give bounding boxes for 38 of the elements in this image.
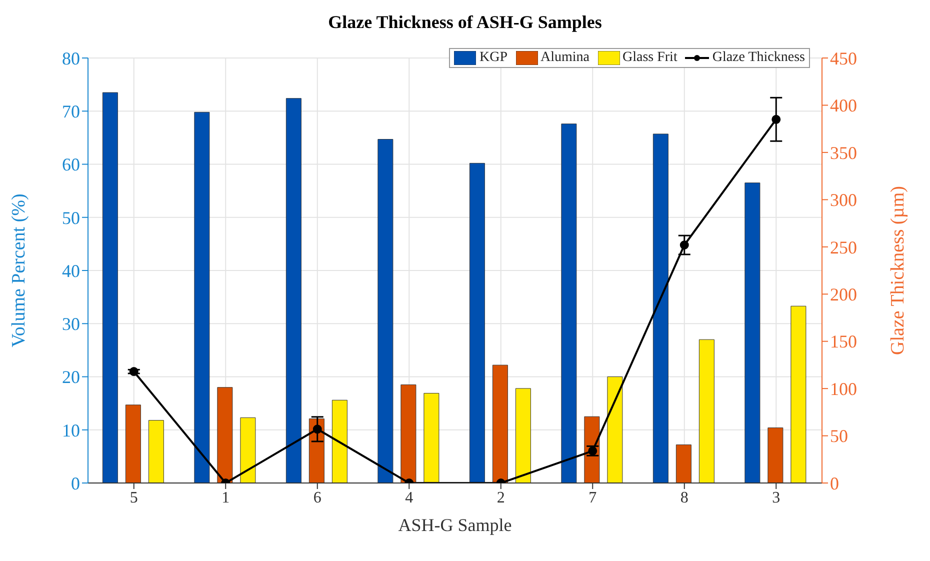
x-tick-label: 1 [222,489,230,506]
y-tick-label: 20 [62,367,80,388]
y2-tick-label: 50 [830,426,848,446]
y-tick-label: 70 [62,102,80,122]
y2-tick-label: 300 [830,190,857,210]
y-tick-label: 80 [62,48,80,68]
x-tick-label: 5 [130,489,138,506]
legend-label: Glass Frit [622,50,678,66]
y2-tick-label: 150 [830,332,857,352]
y-tick-label: 50 [62,208,80,228]
y-tick-label: 30 [62,314,80,334]
chart-title: Glaze Thickness of ASH-G Samples [328,12,602,32]
y-tick-label: 0 [71,473,80,494]
x-tick-label: 8 [680,489,688,506]
point [772,114,781,124]
point [129,367,138,376]
y-axis-title: Volume Percent (%) [8,194,30,348]
y-tick-label: 60 [62,154,80,175]
y2-tick-label: 200 [830,284,857,304]
x-tick-label: 3 [772,489,780,506]
legend-label: Glaze Thickness [711,50,805,66]
x-tick-label: 2 [496,489,505,506]
y2-tick-label: 450 [830,48,857,68]
x-tick-label: 6 [313,489,322,506]
legend-label: Alumina [540,50,590,66]
point [680,240,689,250]
y2-tick-label: 250 [830,237,857,258]
y2-axis-title: Glaze Thickness (µm) [888,186,909,355]
y-tick-label: 10 [62,420,80,440]
legend-label: KGP [478,50,508,66]
x-tick-label: 7 [588,489,597,506]
y2-tick-label: 0 [830,473,839,494]
x-axis-title: ASH-G Sample [398,515,512,535]
y2-tick-label: 400 [830,96,857,116]
x-tick-label: 4 [405,489,414,506]
y-tick-label: 40 [62,260,80,281]
y2-tick-label: 350 [830,142,857,163]
y2-tick-label: 100 [830,378,857,399]
